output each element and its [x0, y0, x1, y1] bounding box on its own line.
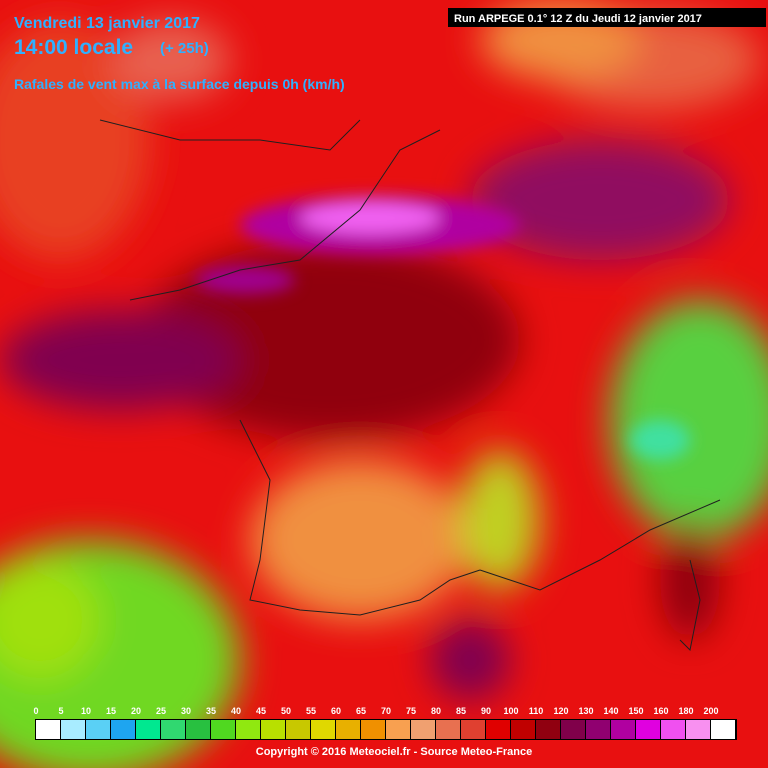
legend-swatch	[261, 720, 285, 739]
legend-swatch	[511, 720, 535, 739]
legend-swatch	[686, 720, 710, 739]
legend: 0 5 10 15 20 25 30 35 40 45 50 55 60 65 70 75 80 85 90 100 1…	[33, 706, 737, 740]
legend-swatch	[611, 720, 635, 739]
legend-label: 30	[181, 706, 191, 716]
legend-label: 120	[553, 706, 568, 716]
legend-label: 80	[431, 706, 441, 716]
legend-label: 200	[703, 706, 718, 716]
legend-swatch	[486, 720, 510, 739]
legend-label: 35	[206, 706, 216, 716]
legend-swatch	[286, 720, 310, 739]
legend-label: 110	[529, 706, 544, 716]
legend-swatch	[661, 720, 685, 739]
legend-swatch	[561, 720, 585, 739]
legend-swatch	[361, 720, 385, 739]
legend-swatch	[186, 720, 210, 739]
legend-swatch	[636, 720, 660, 739]
legend-label: 55	[306, 706, 316, 716]
legend-swatch	[136, 720, 160, 739]
legend-label: 75	[406, 706, 416, 716]
legend-label: 60	[331, 706, 341, 716]
parameter: Rafales de vent max à la surface depuis …	[14, 76, 345, 92]
legend-swatch	[336, 720, 360, 739]
legend-label: 10	[81, 706, 91, 716]
legend-swatch	[586, 720, 610, 739]
lead-time: (+ 25h)	[160, 40, 209, 57]
legend-label: 65	[356, 706, 366, 716]
legend-swatch	[211, 720, 235, 739]
legend-swatch	[111, 720, 135, 739]
legend-label: 45	[256, 706, 266, 716]
legend-label: 130	[578, 706, 593, 716]
legend-label: 40	[231, 706, 241, 716]
legend-swatch	[61, 720, 85, 739]
local-time: 14:00 locale	[14, 36, 133, 59]
legend-swatch	[411, 720, 435, 739]
legend-label: 180	[678, 706, 693, 716]
legend-label: 100	[503, 706, 518, 716]
legend-label: 5	[58, 706, 63, 716]
legend-label: 15	[106, 706, 116, 716]
legend-label: 0	[33, 706, 38, 716]
legend-label: 85	[456, 706, 466, 716]
legend-swatch	[536, 720, 560, 739]
coastlines	[99, 119, 721, 652]
legend-label: 50	[281, 706, 291, 716]
legend-label: 150	[628, 706, 643, 716]
legend-label: 160	[653, 706, 668, 716]
legend-swatch	[161, 720, 185, 739]
legend-label: 25	[156, 706, 166, 716]
run-info: Run ARPEGE 0.1° 12 Z du Jeudi 12 janvier…	[454, 13, 702, 25]
copyright: Copyright © 2016 Meteociel.fr - Source M…	[256, 746, 532, 758]
legend-swatch	[461, 720, 485, 739]
legend-label: 140	[603, 706, 618, 716]
legend-label: 20	[131, 706, 141, 716]
legend-swatch	[436, 720, 460, 739]
legend-swatch	[711, 720, 735, 739]
legend-swatch	[86, 720, 110, 739]
legend-label: 70	[381, 706, 391, 716]
legend-swatch	[386, 720, 410, 739]
legend-swatch	[236, 720, 260, 739]
legend-swatch	[36, 720, 60, 739]
date: Vendredi 13 janvier 2017	[14, 15, 200, 32]
run-box	[448, 8, 766, 27]
legend-swatch	[311, 720, 335, 739]
legend-label: 90	[481, 706, 491, 716]
